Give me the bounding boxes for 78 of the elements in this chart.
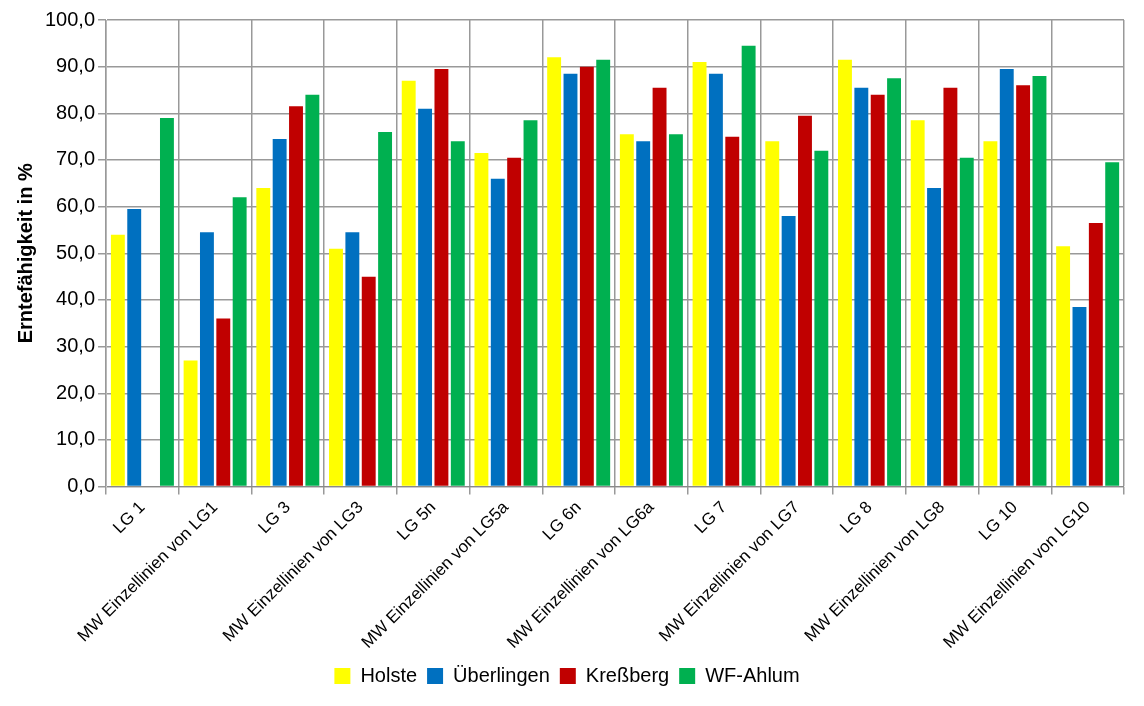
y-tick-label: 0,0 (67, 474, 96, 497)
bar (636, 141, 651, 486)
y-tick-label: 10,0 (56, 427, 96, 450)
bar (434, 68, 449, 486)
x-tick-label: LG 5n (393, 497, 440, 544)
bar (1056, 246, 1071, 486)
bar (199, 232, 214, 486)
bar (361, 276, 376, 486)
bar (272, 138, 287, 486)
bar (256, 187, 271, 486)
bar (814, 150, 829, 486)
bar (507, 157, 522, 486)
x-tick-label: LG 8 (836, 497, 876, 538)
bar (127, 208, 142, 486)
bar (668, 134, 683, 486)
legend-label: WF-Ahlum (705, 663, 800, 686)
bar (216, 318, 231, 486)
bar (1072, 306, 1087, 486)
bar (523, 120, 538, 486)
y-tick-label: 90,0 (56, 54, 96, 77)
bar (345, 232, 360, 486)
y-tick-label: 30,0 (56, 334, 96, 357)
bar (708, 73, 723, 486)
y-tick-label: 50,0 (56, 240, 96, 263)
bar (110, 234, 125, 486)
x-tick-label: LG 1 (109, 497, 149, 538)
bar (183, 360, 198, 486)
legend-label: Überlingen (453, 663, 550, 686)
bar (765, 141, 780, 486)
bar (1088, 222, 1103, 486)
x-tick-label: LG 6n (538, 497, 585, 544)
bar (490, 178, 505, 486)
bar (232, 197, 247, 486)
bar (289, 106, 303, 486)
bar (927, 187, 941, 486)
bar (563, 73, 578, 486)
bar (1105, 162, 1120, 486)
bar (619, 134, 634, 486)
bar (652, 87, 667, 486)
x-tick-label: LG 3 (254, 497, 294, 538)
bar (305, 94, 320, 486)
bar (474, 152, 489, 486)
bar (798, 115, 812, 486)
bar (854, 87, 869, 486)
y-tick-label: 20,0 (56, 380, 96, 403)
y-tick-label: 100,0 (44, 7, 96, 30)
bar (450, 141, 465, 486)
bar (692, 61, 707, 486)
bar (910, 120, 925, 486)
bar (579, 66, 594, 486)
bar (725, 136, 740, 486)
bar (378, 131, 393, 486)
y-tick-label: 80,0 (56, 100, 96, 123)
bar (741, 45, 756, 486)
legend-label: Kreßberg (585, 663, 670, 686)
bar (887, 78, 902, 486)
bar (870, 94, 885, 486)
y-tick-label: 60,0 (56, 194, 96, 217)
y-axis-title: Erntefähigkeit in % (13, 163, 36, 344)
bar (838, 59, 852, 486)
bar (596, 59, 611, 486)
bar (329, 248, 343, 486)
legend-label: Holste (360, 663, 418, 686)
bar (401, 80, 416, 486)
x-tick-label: LG 10 (974, 497, 1022, 544)
bar (999, 68, 1014, 486)
y-tick-label: 70,0 (56, 147, 96, 170)
bar (1032, 75, 1047, 486)
bar (418, 108, 433, 486)
bar (1016, 85, 1031, 486)
x-tick-label: LG 7 (690, 497, 731, 538)
bar (943, 87, 958, 486)
bar (159, 117, 174, 486)
bar (547, 57, 562, 486)
y-tick-label: 40,0 (56, 287, 96, 310)
bar (959, 157, 974, 486)
bar (781, 215, 796, 486)
bar (983, 141, 998, 486)
